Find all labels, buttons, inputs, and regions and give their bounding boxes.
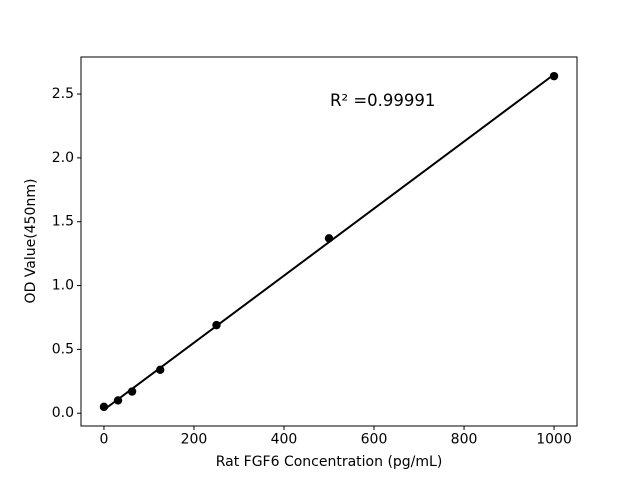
data-point — [549, 71, 559, 81]
x-tick-label: 0 — [99, 432, 108, 448]
x-tick-label: 600 — [361, 432, 388, 448]
x-tick-label: 400 — [271, 432, 298, 448]
x-tick-label: 200 — [181, 432, 208, 448]
x-tick-label: 1000 — [536, 432, 572, 448]
y-tick-label: 2.5 — [52, 86, 74, 102]
y-tick-label: 0.5 — [52, 341, 74, 357]
y-tick-label: 2.0 — [52, 150, 74, 166]
data-point — [113, 396, 123, 405]
y-axis-label: OD Value(450nm) — [23, 178, 39, 304]
y-tick-label: 0.0 — [52, 405, 74, 421]
y-tick-label: 1.0 — [52, 278, 74, 294]
x-axis-label: Rat FGF6 Concentration (pg/mL) — [215, 454, 443, 470]
data-point — [99, 402, 109, 412]
x-tick-label: 800 — [451, 432, 478, 448]
data-point — [324, 234, 334, 243]
r-squared-annotation: R² =0.99991 — [330, 91, 436, 110]
y-tick-label: 1.5 — [52, 214, 74, 230]
data-point — [156, 365, 165, 375]
data-point — [127, 387, 137, 396]
axes-box — [80, 56, 578, 427]
data-point — [212, 320, 221, 330]
